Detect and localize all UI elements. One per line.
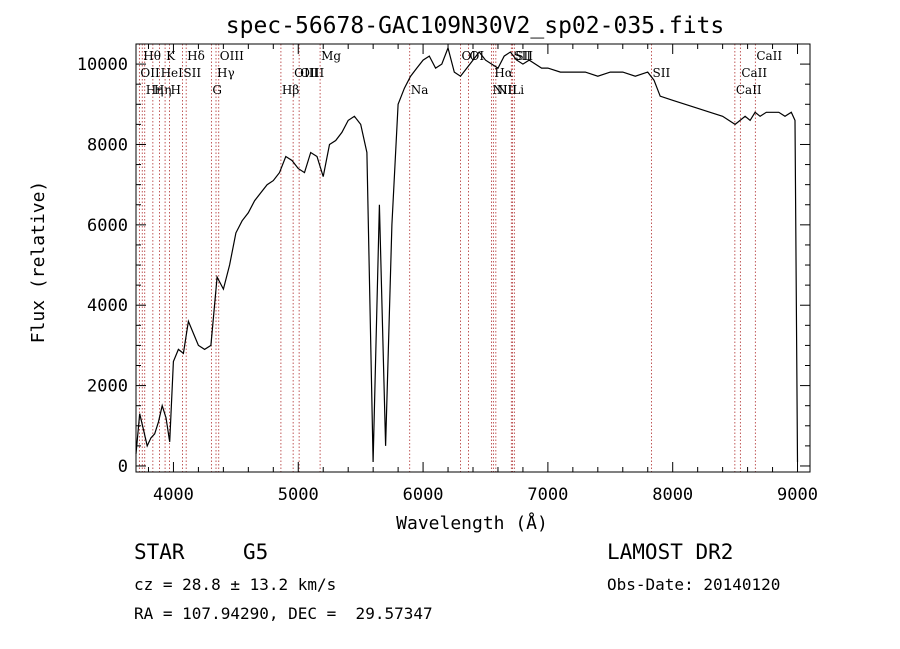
y-tick-label: 4000 — [87, 296, 128, 316]
line-marker-label: Mg — [321, 49, 341, 63]
line-marker-label: Hα — [494, 66, 513, 80]
line-marker-label: SII — [183, 66, 201, 80]
y-axis-label: Flux (relative) — [28, 181, 49, 344]
cz-readout: cz = 28.8 ± 13.2 km/s — [134, 575, 337, 594]
line-marker-label: HeI — [161, 66, 184, 80]
line-marker-label: Hγ — [217, 66, 235, 80]
y-tick-label: 0 — [118, 457, 128, 477]
obs-date: Obs-Date: 20140120 — [607, 575, 781, 594]
x-tick-label: 9000 — [777, 485, 818, 505]
line-markers — [138, 44, 756, 472]
line-marker-label: SII — [513, 49, 531, 63]
x-axis-label: Wavelength (Å) — [396, 512, 548, 534]
line-marker-label: Hη — [154, 83, 172, 97]
line-marker-labels: OIIHθHηHηHeIKHSIIHδGHγOIIIHβOIIIOIIIMgNa… — [140, 49, 782, 97]
line-marker-label: OIII — [294, 66, 318, 80]
line-marker-label: NII — [497, 83, 517, 97]
ra-dec-readout: RA = 107.94290, DEC = 29.57347 — [134, 604, 433, 623]
line-marker-label: Hη — [146, 83, 164, 97]
line-marker-label: Hθ — [143, 49, 161, 63]
line-marker-label: SII — [515, 49, 533, 63]
y-tick-label: 2000 — [87, 377, 128, 397]
x-tick-label: 6000 — [403, 485, 444, 505]
x-axis-ticks: 4000 5000 6000 7000 8000 9000 — [147, 44, 818, 505]
line-marker-label: Hβ — [282, 83, 299, 97]
survey-label: LAMOST DR2 — [607, 540, 734, 564]
line-marker-label: NII — [492, 83, 512, 97]
line-marker-label: Li — [512, 83, 524, 97]
line-marker-label: Hδ — [187, 49, 205, 63]
line-marker-label: OI — [462, 49, 477, 63]
plot-frame — [135, 43, 811, 473]
y-axis-ticks: 0 2000 4000 6000 8000 10000 — [77, 55, 810, 477]
chart-title: spec-56678-GAC109N30V2_sp02-035.fits — [226, 13, 725, 39]
line-marker-label: OII — [140, 66, 160, 80]
y-tick-label: 8000 — [87, 135, 128, 155]
line-marker-label: H — [170, 83, 180, 97]
line-marker-label: OIII — [300, 66, 324, 80]
line-marker-label: OIII — [220, 49, 244, 63]
x-tick-label: 4000 — [153, 485, 194, 505]
x-tick-label: 5000 — [278, 485, 319, 505]
x-tick-label: 8000 — [652, 485, 693, 505]
line-marker-label: K — [166, 49, 176, 63]
line-marker-label: SII — [652, 66, 670, 80]
subclass-label: G5 — [243, 540, 269, 564]
y-tick-label: 10000 — [77, 55, 128, 75]
line-marker-label: CaII — [736, 83, 762, 97]
line-marker-label: Na — [411, 83, 429, 97]
line-marker-label: G — [212, 83, 222, 97]
line-marker-label: CaII — [741, 66, 767, 80]
spectrum-line — [135, 46, 799, 463]
line-marker-label: CaII — [756, 49, 782, 63]
y-tick-label: 6000 — [87, 216, 128, 236]
x-tick-label: 7000 — [527, 485, 568, 505]
class-label: STAR — [134, 540, 185, 564]
